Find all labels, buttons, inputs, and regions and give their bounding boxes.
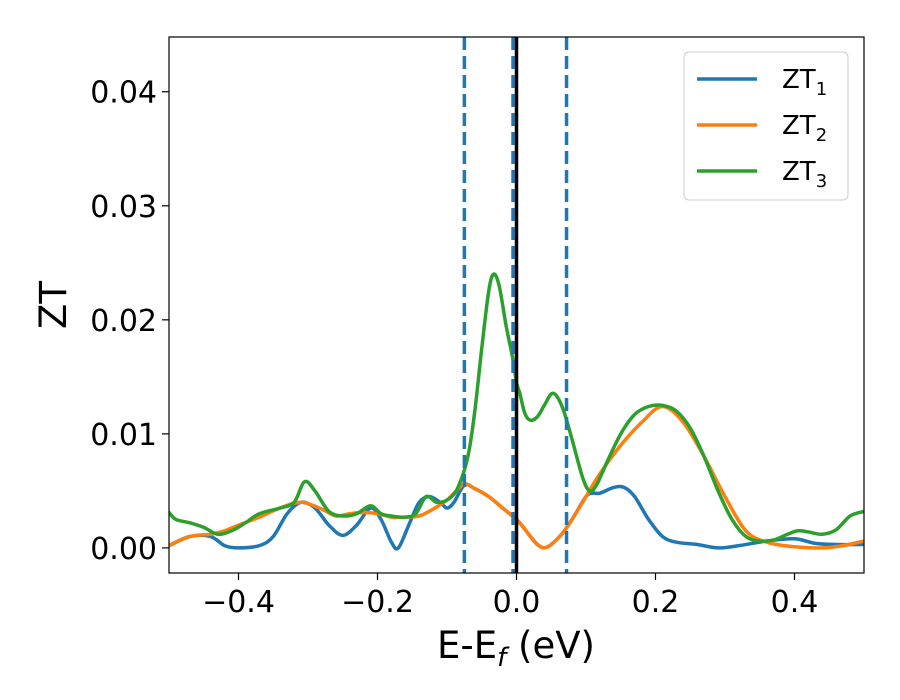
legend: ZT1 ZT2 ZT3 bbox=[683, 51, 849, 201]
x-axis-label: E-Ef (eV) bbox=[437, 624, 595, 673]
x-tick-label: 0.2 bbox=[632, 585, 680, 620]
reference-lines bbox=[462, 37, 569, 573]
y-tick-label: 0.03 bbox=[90, 190, 157, 225]
x-tick-label: 0.0 bbox=[493, 585, 541, 620]
x-tick-label: −0.4 bbox=[202, 585, 275, 620]
y-tick-label: 0.00 bbox=[90, 532, 157, 567]
legend-label-zt1: ZT1 bbox=[782, 65, 827, 100]
y-axis-label: ZT bbox=[32, 281, 75, 329]
x-tick-label: 0.4 bbox=[771, 585, 819, 620]
legend-box bbox=[683, 51, 849, 201]
legend-label-zt2: ZT2 bbox=[782, 111, 827, 146]
y-axis-ticks: 0.00 0.01 0.02 0.03 0.04 bbox=[90, 76, 169, 567]
y-tick-label: 0.02 bbox=[90, 304, 157, 339]
x-axis-ticks: −0.4 −0.2 0.0 0.2 0.4 bbox=[202, 573, 818, 620]
y-tick-label: 0.04 bbox=[90, 76, 157, 111]
x-tick-label: −0.2 bbox=[341, 585, 414, 620]
y-tick-label: 0.01 bbox=[90, 418, 157, 453]
legend-label-zt3: ZT3 bbox=[782, 157, 827, 192]
